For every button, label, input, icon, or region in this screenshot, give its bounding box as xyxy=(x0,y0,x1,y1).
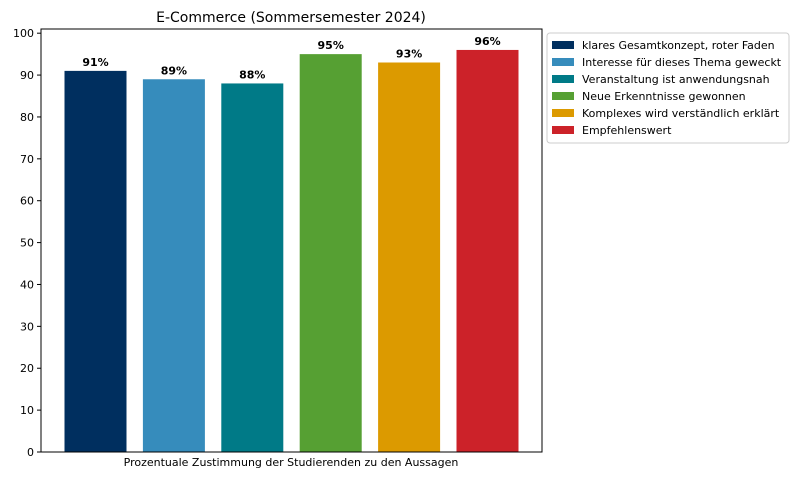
y-tick-label: 0 xyxy=(27,446,34,459)
chart-title: E-Commerce (Sommersemester 2024) xyxy=(156,10,426,26)
y-tick-label: 70 xyxy=(20,153,34,166)
y-tick-label: 60 xyxy=(20,195,34,208)
data-labels-group: 91% 89% 88% 95% 93% 96% xyxy=(82,35,500,82)
bar-value-label: 93% xyxy=(396,48,422,61)
legend: klares Gesamtkonzept, roter Faden Interes… xyxy=(546,32,790,144)
legend-swatch xyxy=(552,92,574,100)
bar-5 xyxy=(378,62,441,453)
bar-1 xyxy=(64,70,127,452)
bar-value-label: 95% xyxy=(318,39,344,52)
legend-swatch xyxy=(552,58,574,66)
y-tick-label: 90 xyxy=(20,69,34,82)
plot-area xyxy=(40,28,543,453)
bars-group xyxy=(64,49,519,453)
y-tick-label: 50 xyxy=(20,237,34,250)
bar-value-label: 88% xyxy=(239,68,265,81)
legend-swatch xyxy=(552,109,574,117)
legend-entry-label: Komplexes wird verständlich erklärt xyxy=(582,107,780,120)
y-tick-label: 20 xyxy=(20,362,34,375)
legend-entry-label: klares Gesamtkonzept, roter Faden xyxy=(582,39,775,52)
legend-entry-label: Empfehlenswert xyxy=(582,124,672,137)
legend-entry-label: Neue Erkenntnisse gewonnen xyxy=(582,90,746,103)
bar-value-label: 89% xyxy=(161,64,187,77)
y-tick-label: 80 xyxy=(20,111,34,124)
y-tick-label: 30 xyxy=(20,320,34,333)
y-axis: 0 10 20 30 40 50 60 70 80 90 100 xyxy=(13,27,41,459)
bar-6 xyxy=(456,49,519,453)
legend-swatch xyxy=(552,126,574,134)
y-tick-label: 40 xyxy=(20,278,34,291)
legend-box xyxy=(546,32,790,144)
bar-3 xyxy=(221,83,284,452)
legend-swatch xyxy=(552,75,574,83)
bar-value-label: 91% xyxy=(82,56,108,69)
y-tick-label: 10 xyxy=(20,404,34,417)
x-axis-label: Prozentuale Zustimmung der Studierenden … xyxy=(124,456,459,469)
bar-2 xyxy=(142,79,205,453)
y-tick-label: 100 xyxy=(13,27,34,40)
bar-4 xyxy=(299,54,362,452)
bar-value-label: 96% xyxy=(474,35,500,48)
legend-entry-label: Interesse für dieses Thema geweckt xyxy=(582,56,782,69)
legend-swatch xyxy=(552,41,574,49)
legend-entry-label: Veranstaltung ist anwendungsnah xyxy=(582,73,770,86)
